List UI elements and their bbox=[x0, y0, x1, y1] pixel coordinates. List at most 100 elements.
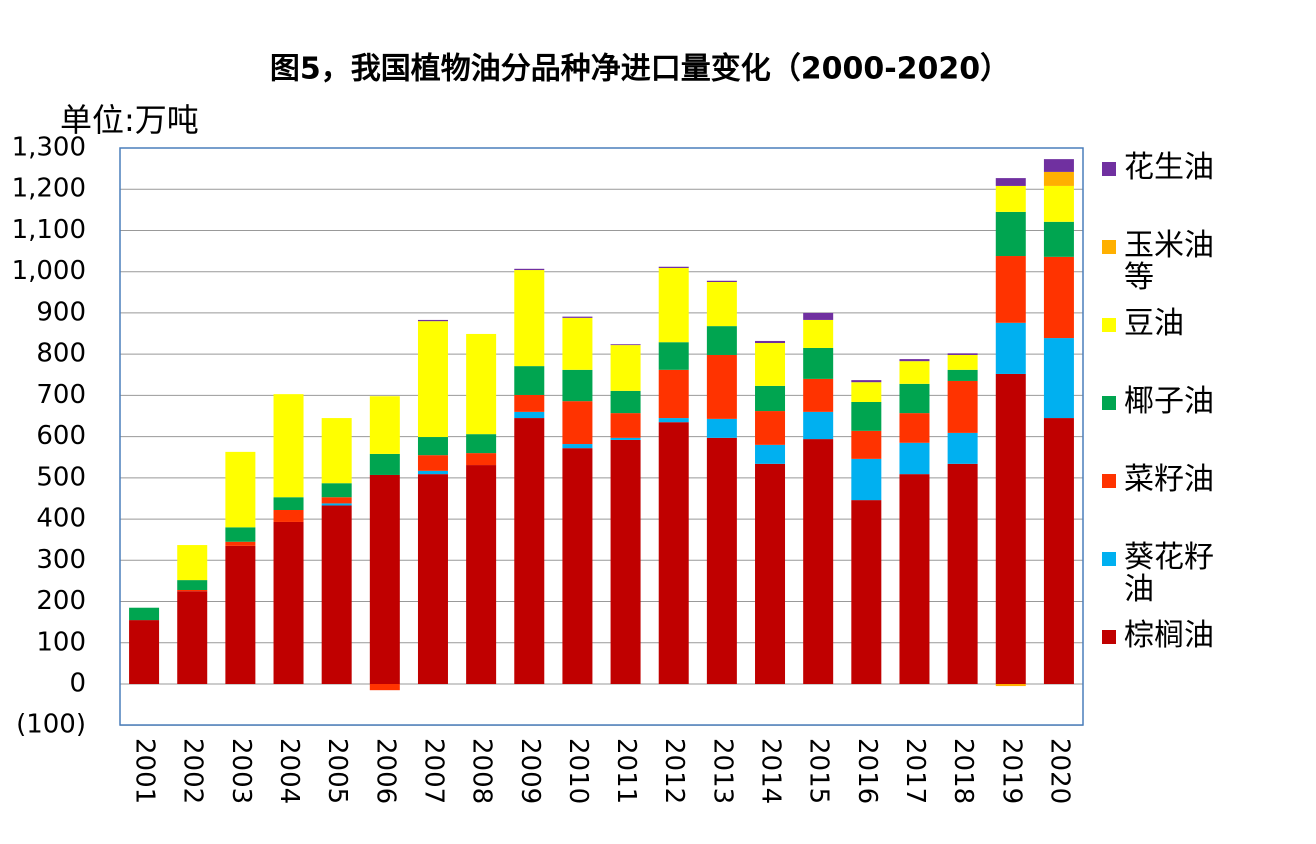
y-tick-label: 500 bbox=[36, 462, 86, 492]
bar-segment bbox=[851, 380, 882, 383]
legend-item: 玉米油等 bbox=[1098, 230, 1238, 308]
bar-segment bbox=[851, 458, 882, 501]
bar-segment bbox=[995, 322, 1026, 374]
bar-segment bbox=[466, 434, 497, 454]
y-tick-label: 800 bbox=[36, 339, 86, 369]
bar-segment bbox=[995, 256, 1026, 323]
bar-segment bbox=[755, 385, 786, 412]
y-tick-label: 700 bbox=[36, 380, 86, 410]
y-tick-label: 0 bbox=[69, 669, 86, 699]
x-tick-label: 2020 bbox=[1044, 738, 1074, 804]
bar-segment bbox=[803, 347, 834, 379]
bar-segment bbox=[1043, 256, 1074, 339]
bar-segment bbox=[417, 321, 448, 438]
bar-segment bbox=[225, 527, 256, 542]
y-tick-label: 600 bbox=[36, 421, 86, 451]
bar-segment bbox=[369, 684, 400, 691]
bar-segment bbox=[129, 607, 160, 621]
legend-item: 葵花籽油 bbox=[1098, 542, 1238, 620]
bar-segment bbox=[417, 319, 448, 322]
bar-segment bbox=[995, 373, 1026, 684]
legend-item: 椰子油 bbox=[1098, 386, 1238, 464]
bar-segment bbox=[658, 418, 689, 423]
bar-segment bbox=[803, 411, 834, 440]
x-tick-label: 2003 bbox=[226, 738, 256, 804]
bar-segment bbox=[706, 326, 737, 355]
x-tick-label: 2016 bbox=[852, 738, 882, 804]
bar-segment bbox=[369, 453, 400, 475]
legend-swatch bbox=[1102, 474, 1116, 488]
bar-segment bbox=[899, 474, 930, 684]
bar-segment bbox=[466, 465, 497, 684]
bar-segment bbox=[755, 411, 786, 445]
bar-segment bbox=[321, 503, 352, 506]
legend-swatch bbox=[1102, 240, 1116, 254]
legend-item: 花生油 bbox=[1098, 152, 1238, 230]
legend-label: 豆油 bbox=[1124, 306, 1184, 341]
bar-segment bbox=[514, 268, 545, 271]
bar-segment bbox=[899, 361, 930, 384]
bar-segment bbox=[755, 343, 786, 386]
bar-segment bbox=[658, 422, 689, 684]
legend-item: 豆油 bbox=[1098, 308, 1238, 386]
bar-segment bbox=[851, 382, 882, 402]
bar-segment bbox=[273, 394, 304, 498]
bar-segment bbox=[803, 312, 834, 320]
y-tick-label: 1,000 bbox=[12, 256, 86, 286]
legend-item: 棕榈油 bbox=[1098, 620, 1238, 698]
bar-segment bbox=[369, 396, 400, 454]
bar-segment bbox=[417, 474, 448, 684]
bar-segment bbox=[321, 483, 352, 498]
bar-segment bbox=[1043, 338, 1074, 419]
bar-segment bbox=[706, 282, 737, 327]
x-tick-label: 2017 bbox=[900, 738, 930, 804]
bar-segment bbox=[851, 430, 882, 459]
bar-segment bbox=[369, 474, 400, 684]
bar-segment bbox=[1043, 159, 1074, 172]
bar-segment bbox=[947, 354, 978, 370]
bar-segment bbox=[995, 211, 1026, 257]
bar-segment bbox=[947, 432, 978, 464]
bar-segment bbox=[562, 401, 593, 445]
x-tick-label: 2005 bbox=[322, 738, 352, 804]
legend-label: 菜籽油 bbox=[1124, 462, 1214, 497]
y-tick-label: 400 bbox=[36, 504, 86, 534]
x-tick-label: 2019 bbox=[996, 738, 1026, 804]
plot-border bbox=[119, 147, 1084, 726]
bar-segment bbox=[899, 383, 930, 414]
x-tick-label: 2002 bbox=[178, 738, 208, 804]
bar-segment bbox=[755, 463, 786, 684]
bar-segment bbox=[1043, 185, 1074, 222]
bar-segment bbox=[417, 470, 448, 475]
bar-segment bbox=[610, 390, 641, 414]
bar-segment bbox=[177, 545, 208, 581]
legend-item: 菜籽油 bbox=[1098, 464, 1238, 542]
bar-segment bbox=[562, 448, 593, 684]
legend-label: 棕榈油 bbox=[1124, 618, 1214, 653]
bar-segment bbox=[514, 366, 545, 395]
x-tick-label: 2012 bbox=[659, 738, 689, 804]
bar-segment bbox=[658, 342, 689, 370]
bar-segment bbox=[225, 541, 256, 546]
bar-segment bbox=[610, 413, 641, 438]
bar-segment bbox=[225, 545, 256, 684]
bar-segment bbox=[947, 463, 978, 684]
bar-segment bbox=[177, 591, 208, 684]
legend-label: 花生油 bbox=[1124, 150, 1214, 185]
bar-segment bbox=[225, 451, 256, 528]
bar-segment bbox=[417, 455, 448, 471]
bar-segment bbox=[1043, 171, 1074, 186]
chart-title: 图5，我国植物油分品种净进口量变化（2000-2020） bbox=[270, 52, 1010, 87]
x-tick-label: 2009 bbox=[515, 738, 545, 804]
y-tick-label: 300 bbox=[36, 545, 86, 575]
y-tick-label: 1,300 bbox=[12, 133, 86, 163]
x-tick-label: 2004 bbox=[274, 738, 304, 804]
x-tick-label: 2010 bbox=[563, 738, 593, 804]
bar-segment bbox=[273, 497, 304, 511]
x-tick-label: 2018 bbox=[948, 738, 978, 804]
bar-segment bbox=[658, 266, 689, 268]
bar-segment bbox=[177, 580, 208, 590]
bar-segment bbox=[562, 316, 593, 318]
bar-segment bbox=[273, 521, 304, 684]
